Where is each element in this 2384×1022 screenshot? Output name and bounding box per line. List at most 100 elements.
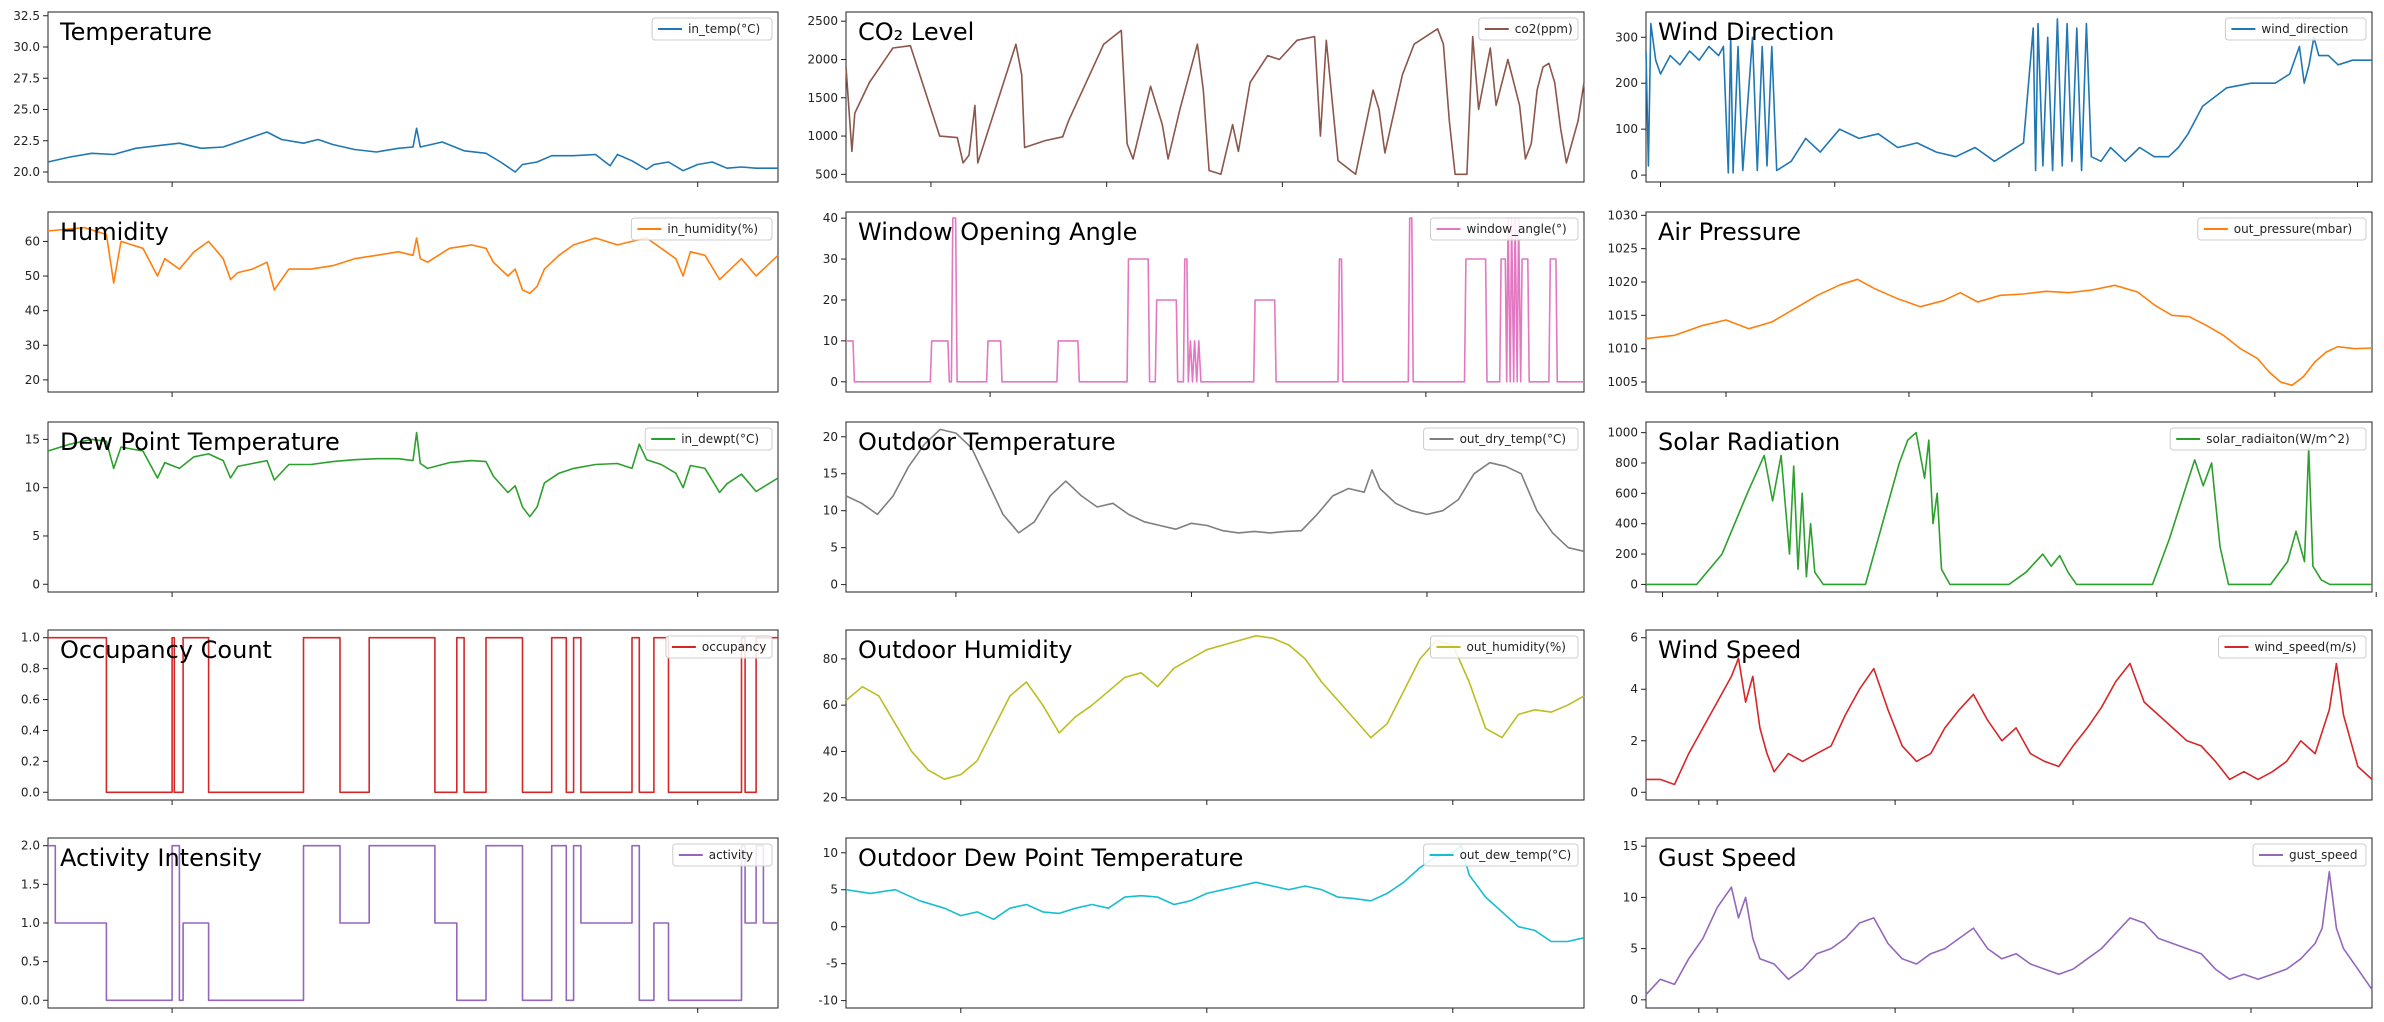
y-tick-label: 0	[1630, 993, 1638, 1007]
chart-outdoor-temperature: 0 5 10 15 20 Outdoor Temperature out_dry_temp(…	[823, 421, 1664, 597]
chart-title: Activity Intensity	[60, 844, 262, 872]
chart-wind-direction: 0 100 200 300 Wind Direction wind_direction	[1615, 11, 2373, 187]
legend-label: occupancy	[702, 640, 766, 654]
y-tick-label: 0.0	[21, 993, 40, 1007]
series-line-activity	[48, 844, 778, 1002]
legend: co2(ppm)	[1478, 17, 1579, 41]
y-tick-label: 1.5	[21, 877, 40, 891]
legend-label: solar_radiaiton(W/m^2)	[2206, 432, 2349, 446]
legend-box	[651, 17, 773, 41]
chart-title: Outdoor Dew Point Temperature	[858, 844, 1243, 872]
chart-title: Humidity	[60, 218, 169, 246]
legend: out_dew_temp(°C)	[1423, 843, 1579, 867]
y-tick-label: 0	[830, 375, 838, 389]
y-tick-label: 40	[823, 744, 838, 758]
y-tick-label: 0	[830, 920, 838, 934]
legend-label: activity	[709, 848, 753, 862]
chart-title: Outdoor Humidity	[858, 636, 1072, 664]
legend: out_pressure(mbar)	[2197, 217, 2367, 241]
plot-frame	[47, 211, 779, 393]
y-tick-label: 0	[1630, 577, 1638, 591]
y-tick-label: 2000	[807, 52, 838, 66]
legend-label: gust_speed	[2289, 848, 2357, 862]
y-tick-label: 1015	[1607, 308, 1638, 322]
y-tick-label: 1030	[1607, 208, 1638, 222]
plot-frame	[1645, 211, 2373, 393]
y-tick-label: 60	[25, 234, 40, 248]
series-line-in-humidity	[47, 226, 779, 295]
series-line-in-temp-c	[47, 127, 778, 173]
y-tick-label: 25.0	[13, 103, 40, 117]
legend-box	[672, 843, 773, 867]
plot-frame	[1645, 837, 2373, 1009]
y-tick-label: 30.0	[13, 40, 40, 54]
y-tick-label: 20	[25, 373, 40, 387]
y-tick-label: 2500	[807, 14, 838, 28]
y-tick-label: 80	[823, 652, 838, 666]
y-tick-label: 10	[1623, 890, 1638, 904]
legend: window_angle(°)	[1430, 217, 1579, 241]
series-line-out-dry-temp-c	[845, 428, 1585, 553]
y-tick-label: 60	[823, 698, 838, 712]
legend: solar_radiaiton(W/m^2)	[2169, 427, 2367, 451]
legend: out_humidity(%)	[1430, 635, 1579, 659]
chart-solar-radiation: 0 200 400 600 800 1000 Solar Radiation solar_ra…	[1607, 421, 2377, 597]
y-tick-label: 1020	[1607, 275, 1638, 289]
chart-activity-intensity: 0.0 0.5 1.0 1.5 2.0 Activity Intensity activit…	[21, 837, 779, 1013]
legend-label: out_pressure(mbar)	[2234, 222, 2352, 236]
legend-label: out_humidity(%)	[1467, 640, 1566, 654]
chart-title: Outdoor Temperature	[858, 428, 1116, 456]
plot-frame	[845, 211, 1585, 393]
legend-box	[630, 217, 773, 241]
legend: activity	[672, 843, 773, 867]
series-line-in-dewpt-c	[47, 431, 779, 518]
y-tick-label: 0	[830, 578, 838, 592]
y-tick-label: 22.5	[13, 134, 40, 148]
chart-humidity: 20 30 40 50 60 Humidity in_humidity(%)	[25, 211, 779, 397]
y-tick-label: 6	[1630, 631, 1638, 645]
y-tick-label: 10	[823, 504, 838, 518]
chart-outdoor-dew-point-temperature: -10 -5 0 5 10 Outdoor Dew Point Temperature ou…	[818, 837, 1700, 1013]
y-tick-label: 40	[25, 304, 40, 318]
y-tick-label: 400	[1615, 517, 1638, 531]
y-tick-label: 0.4	[21, 723, 40, 737]
chart-title: Solar Radiation	[1658, 428, 1840, 456]
legend: out_dry_temp(°C)	[1423, 427, 1579, 451]
legend-box	[1430, 635, 1579, 659]
chart-dew-point-temperature: 0 5 10 15 Dew Point Temperature in_dewpt(°C)	[25, 421, 779, 597]
chart-title: CO₂ Level	[858, 18, 974, 46]
legend-label: in_dewpt(°C)	[681, 432, 759, 446]
y-tick-label: 15	[1623, 839, 1638, 853]
y-tick-label: 100	[1615, 122, 1638, 136]
chart-temperature: 20.0 22.5 25.0 27.5 30.0 32.5 Temperature in_te…	[13, 9, 779, 187]
chart-title: Wind Direction	[1658, 18, 1834, 46]
y-tick-label: 800	[1615, 456, 1638, 470]
legend: occupancy	[665, 635, 773, 659]
legend-label: wind_speed(m/s)	[2255, 640, 2357, 654]
y-tick-label: 15	[823, 467, 838, 481]
y-tick-label: 20	[823, 430, 838, 444]
series-line-out-humidity	[845, 635, 1585, 780]
y-tick-label: 40	[823, 211, 838, 225]
chart-occupancy-count: 0.0 0.2 0.4 0.6 0.8 1.0 Occupancy Count occupan…	[21, 629, 779, 805]
y-tick-label: 15	[25, 432, 40, 446]
legend-box	[2252, 843, 2367, 867]
y-tick-label: 0	[1630, 168, 1638, 182]
chart-gust-speed: 0 5 10 15 Gust Speed gust_speed	[1623, 837, 2373, 1013]
legend: wind_direction	[2224, 17, 2367, 41]
chart-title: Gust Speed	[1658, 844, 1797, 872]
plot-frame	[47, 629, 779, 801]
y-tick-label: 5	[830, 541, 838, 555]
y-tick-label: 0	[1630, 785, 1638, 799]
series-line-co2-ppm	[845, 28, 1585, 176]
legend-box	[644, 427, 773, 451]
y-tick-label: 0.0	[21, 785, 40, 799]
y-tick-label: 1500	[807, 91, 838, 105]
y-tick-label: 5	[32, 529, 40, 543]
chart-co-level: 500 1000 1500 2000 2500 CO₂ Level co2(ppm)	[807, 11, 1585, 187]
legend-label: co2(ppm)	[1515, 22, 1573, 36]
y-tick-label: 5	[830, 883, 838, 897]
chart-title: Occupancy Count	[60, 636, 272, 664]
legend-label: in_humidity(%)	[667, 222, 758, 236]
